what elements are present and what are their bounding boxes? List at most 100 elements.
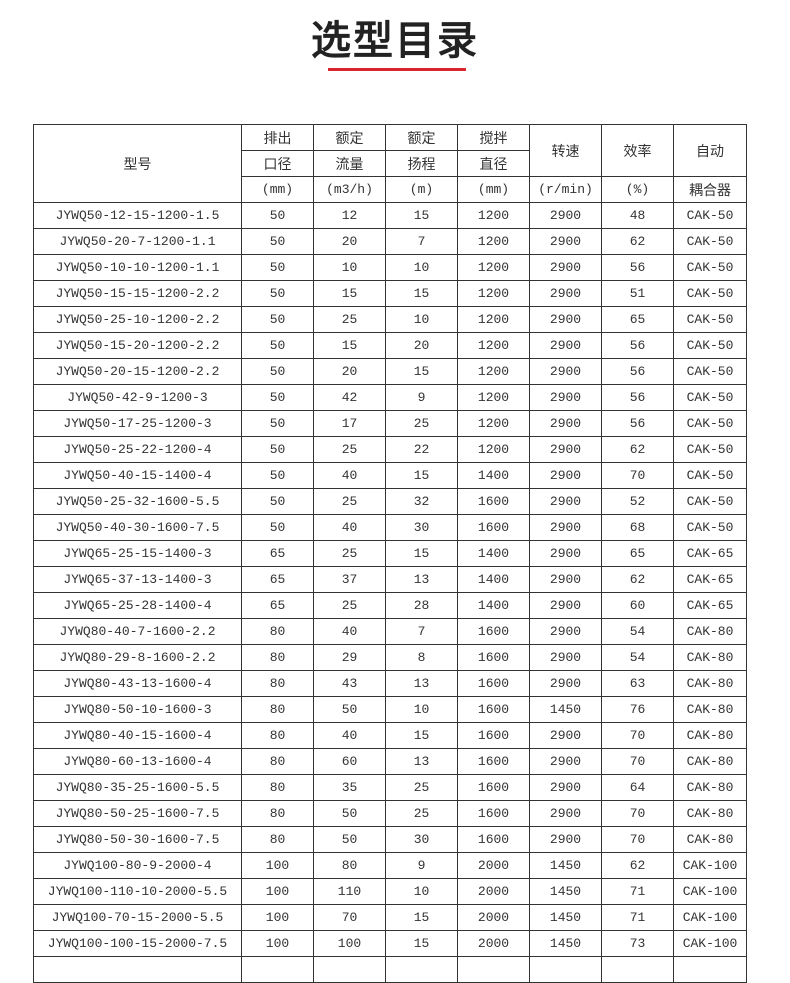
cell-efficiency: 71 [601,904,674,931]
cell-empty [33,956,242,983]
table-row: JYWQ50-25-10-1200-2.2 50 25 10 1200 2900 65 CAK… [33,306,747,333]
cell-coupler: CAK-100 [673,878,747,905]
cell-efficiency: 70 [601,722,674,749]
cell-speed: 1450 [529,696,602,723]
cell-outlet: 50 [241,228,314,255]
cell-stir-diameter: 1200 [457,280,530,307]
table-row: JYWQ50-15-15-1200-2.2 50 15 15 1200 2900 51 CAK… [33,280,747,307]
cell-speed: 2900 [529,436,602,463]
cell-flow: 42 [313,384,386,411]
cell-model: JYWQ65-37-13-1400-3 [33,566,242,593]
table-row: JYWQ80-43-13-1600-4 80 43 13 1600 2900 63 CAK-8… [33,670,747,697]
cell-stir-diameter: 1600 [457,488,530,515]
cell-outlet: 50 [241,202,314,229]
cell-coupler: CAK-50 [673,254,747,281]
cell-model: JYWQ50-20-15-1200-2.2 [33,358,242,385]
cell-outlet: 80 [241,748,314,775]
cell-coupler: CAK-50 [673,488,747,515]
cell-flow: 40 [313,514,386,541]
cell-efficiency: 62 [601,852,674,879]
cell-efficiency: 54 [601,618,674,645]
cell-coupler: CAK-80 [673,800,747,827]
cell-speed: 2900 [529,514,602,541]
cell-stir-diameter: 1600 [457,514,530,541]
cell-efficiency: 71 [601,878,674,905]
cell-stir-diameter: 1600 [457,722,530,749]
page-title: 选型目录 [311,18,479,64]
table-row: JYWQ100-80-9-2000-4 100 80 9 2000 1450 62 CAK-1… [33,852,747,879]
table-row: JYWQ50-20-15-1200-2.2 50 20 15 1200 2900 56 CAK… [33,358,747,385]
cell-outlet: 65 [241,540,314,567]
cell-model: JYWQ80-50-25-1600-7.5 [33,800,242,827]
cell-stir-diameter: 1600 [457,644,530,671]
table-row: JYWQ100-110-10-2000-5.5 100 110 10 2000 1450 7… [33,878,747,905]
cell-efficiency: 65 [601,540,674,567]
cell-efficiency: 54 [601,644,674,671]
cell-speed: 2900 [529,540,602,567]
cell-stir-diameter: 1200 [457,384,530,411]
cell-efficiency: 70 [601,748,674,775]
cell-stir-diameter: 1200 [457,228,530,255]
cell-speed: 2900 [529,384,602,411]
cell-head: 25 [385,410,458,437]
cell-efficiency: 52 [601,488,674,515]
cell-efficiency: 56 [601,384,674,411]
unit-head: (m) [385,176,458,203]
cell-coupler: CAK-50 [673,280,747,307]
cell-coupler: CAK-80 [673,644,747,671]
table-row: JYWQ50-10-10-1200-1.1 50 10 10 1200 2900 56 CAK… [33,254,747,281]
cell-flow: 15 [313,332,386,359]
cell-coupler: CAK-50 [673,410,747,437]
cell-speed: 2900 [529,566,602,593]
cell-flow: 25 [313,592,386,619]
cell-efficiency: 56 [601,410,674,437]
cell-speed: 2900 [529,332,602,359]
cell-flow: 25 [313,306,386,333]
cell-head: 22 [385,436,458,463]
cell-model: JYWQ80-50-10-1600-3 [33,696,242,723]
cell-head: 15 [385,540,458,567]
cell-stir-diameter: 1200 [457,306,530,333]
cell-speed: 1450 [529,930,602,957]
cell-coupler: CAK-80 [673,774,747,801]
table-row: JYWQ80-50-10-1600-3 80 50 10 1600 1450 76 CAK-8… [33,696,747,723]
cell-coupler: CAK-100 [673,930,747,957]
cell-head: 30 [385,514,458,541]
cell-coupler: CAK-65 [673,540,747,567]
cell-flow: 40 [313,618,386,645]
cell-head: 30 [385,826,458,853]
cell-empty [385,956,458,983]
header-coupler-2: 耦合器 [673,176,747,203]
cell-head: 7 [385,618,458,645]
header-head: 额定 [385,124,458,151]
cell-speed: 2900 [529,670,602,697]
cell-stir-diameter: 1400 [457,592,530,619]
cell-stir-diameter: 1200 [457,254,530,281]
cell-outlet: 80 [241,696,314,723]
cell-stir-diameter: 1200 [457,332,530,359]
cell-head: 13 [385,670,458,697]
cell-outlet: 50 [241,384,314,411]
cell-efficiency: 56 [601,358,674,385]
cell-head: 10 [385,254,458,281]
cell-flow: 25 [313,488,386,515]
cell-speed: 2900 [529,618,602,645]
cell-model: JYWQ100-110-10-2000-5.5 [33,878,242,905]
cell-empty [313,956,386,983]
cell-model: JYWQ80-35-25-1600-5.5 [33,774,242,801]
cell-outlet: 80 [241,826,314,853]
cell-empty [601,956,674,983]
table-row: JYWQ100-70-15-2000-5.5 100 70 15 2000 1450 71 C… [33,904,747,931]
cell-empty [457,956,530,983]
cell-head: 7 [385,228,458,255]
cell-coupler: CAK-80 [673,618,747,645]
cell-head: 20 [385,332,458,359]
cell-head: 15 [385,930,458,957]
cell-outlet: 65 [241,566,314,593]
cell-head: 9 [385,384,458,411]
cell-flow: 40 [313,722,386,749]
cell-model: JYWQ80-43-13-1600-4 [33,670,242,697]
cell-speed: 2900 [529,774,602,801]
cell-head: 13 [385,748,458,775]
cell-outlet: 65 [241,592,314,619]
